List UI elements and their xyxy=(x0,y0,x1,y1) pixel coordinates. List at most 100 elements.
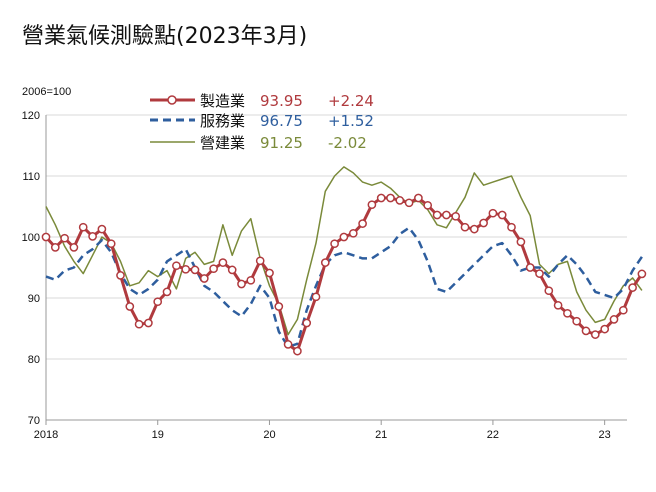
data-point-manufacturing xyxy=(246,275,256,285)
data-point-manufacturing xyxy=(609,315,619,324)
data-point-manufacturing xyxy=(144,318,153,328)
data-point-manufacturing xyxy=(320,258,330,267)
legend-item-services: 服務業 96.75 +1.52 xyxy=(150,112,374,130)
y-tick-label: 70 xyxy=(28,415,40,427)
data-point-manufacturing xyxy=(488,208,498,218)
legend: 製造業 93.95 +2.24 服務業 96.75 +1.52 營建業 91.2… xyxy=(150,92,374,152)
data-point-manufacturing xyxy=(162,287,172,297)
data-point-manufacturing xyxy=(516,237,526,247)
data-point-manufacturing xyxy=(69,243,79,252)
data-point-manufacturing xyxy=(423,200,433,210)
y-tick-label: 100 xyxy=(22,232,40,244)
x-tick-label: 2018 xyxy=(34,429,58,441)
data-point-manufacturing xyxy=(507,222,516,232)
data-point-manufacturing xyxy=(618,305,628,315)
data-point-manufacturing xyxy=(293,346,302,356)
series-layer xyxy=(41,166,647,356)
data-point-manufacturing xyxy=(106,239,116,249)
data-point-manufacturing xyxy=(255,256,265,266)
data-point-manufacturing xyxy=(553,300,563,310)
data-point-manufacturing xyxy=(60,233,69,243)
data-point-manufacturing xyxy=(330,239,339,249)
legend-change-manufacturing: +2.24 xyxy=(328,92,374,110)
data-point-manufacturing xyxy=(311,292,321,302)
data-point-manufacturing xyxy=(153,297,163,307)
data-point-manufacturing xyxy=(125,302,135,311)
data-point-manufacturing xyxy=(274,302,284,311)
data-point-manufacturing xyxy=(283,340,293,349)
legend-value-services: 96.75 xyxy=(260,112,303,130)
data-point-manufacturing xyxy=(116,271,125,280)
x-tick-label: 19 xyxy=(152,429,164,441)
data-point-manufacturing xyxy=(637,269,647,279)
data-point-manufacturing xyxy=(339,232,349,242)
legend-value-construction: 91.25 xyxy=(260,134,303,152)
legend-change-construction: -2.02 xyxy=(328,134,367,152)
legend-item-manufacturing: 製造業 93.95 +2.24 xyxy=(150,92,374,110)
series-line-construction xyxy=(45,166,643,336)
data-point-manufacturing xyxy=(600,324,610,334)
y-tick-label: 110 xyxy=(22,171,40,183)
data-point-manufacturing xyxy=(348,228,358,238)
base-year-label: 2006=100 xyxy=(22,86,71,98)
data-point-manufacturing xyxy=(404,198,414,208)
legend-label-manufacturing: 製造業 xyxy=(200,92,245,110)
data-point-manufacturing xyxy=(432,210,442,220)
y-tick-label: 80 xyxy=(28,354,40,366)
data-point-manufacturing xyxy=(544,286,554,296)
y-axis: 70 80 90 100 110 120 xyxy=(22,110,47,427)
data-point-manufacturing xyxy=(97,224,107,234)
data-point-manufacturing xyxy=(451,211,461,221)
y-tick-label: 120 xyxy=(22,110,40,122)
legend-marker-manufacturing xyxy=(167,95,177,105)
data-point-manufacturing xyxy=(218,258,228,267)
data-point-manufacturing xyxy=(367,200,377,210)
data-point-manufacturing xyxy=(88,232,97,241)
data-point-manufacturing xyxy=(414,193,423,203)
legend-value-manufacturing: 93.95 xyxy=(260,92,303,110)
data-point-manufacturing xyxy=(50,243,60,252)
x-tick-label: 22 xyxy=(487,429,499,441)
data-point-manufacturing xyxy=(590,330,600,339)
data-point-manufacturing xyxy=(581,326,591,336)
data-point-manufacturing xyxy=(209,264,218,274)
data-point-manufacturing xyxy=(469,224,479,234)
data-point-manufacturing xyxy=(134,319,144,329)
data-point-manufacturing xyxy=(386,193,395,203)
data-point-manufacturing xyxy=(376,193,386,203)
data-point-manufacturing xyxy=(460,222,470,232)
data-point-manufacturing xyxy=(237,279,246,289)
y-tick-label: 90 xyxy=(28,293,40,305)
data-point-manufacturing xyxy=(442,210,451,220)
x-tick-label: 21 xyxy=(375,429,387,441)
data-point-manufacturing xyxy=(265,268,274,278)
legend-item-construction: 營建業 91.25 -2.02 xyxy=(150,134,367,152)
data-point-manufacturing xyxy=(479,218,488,228)
x-tick-label: 23 xyxy=(599,429,611,441)
data-point-manufacturing xyxy=(497,210,507,220)
legend-change-services: +1.52 xyxy=(328,112,374,130)
legend-label-services: 服務業 xyxy=(200,112,245,130)
data-point-manufacturing xyxy=(395,196,405,205)
data-point-manufacturing xyxy=(190,265,200,275)
data-point-manufacturing xyxy=(525,263,535,272)
data-point-manufacturing xyxy=(41,232,51,242)
legend-label-construction: 營建業 xyxy=(200,134,245,152)
data-point-manufacturing xyxy=(227,265,237,275)
data-point-manufacturing xyxy=(302,318,312,328)
series-line-manufacturing xyxy=(44,196,644,353)
x-tick-label: 20 xyxy=(263,429,275,441)
data-point-manufacturing xyxy=(572,316,582,326)
data-point-manufacturing xyxy=(78,222,88,232)
data-point-manufacturing xyxy=(563,308,572,318)
x-axis: 2018 19 20 21 22 23 xyxy=(34,419,627,441)
page-title: 營業氣候測驗點(2023年3月) xyxy=(22,24,308,49)
data-point-manufacturing xyxy=(172,261,181,271)
data-point-manufacturing xyxy=(535,269,544,278)
series-line-services xyxy=(45,226,643,349)
data-point-manufacturing xyxy=(358,219,367,228)
data-point-manufacturing xyxy=(181,264,191,274)
data-point-manufacturing xyxy=(628,283,637,292)
data-point-manufacturing xyxy=(199,274,209,283)
